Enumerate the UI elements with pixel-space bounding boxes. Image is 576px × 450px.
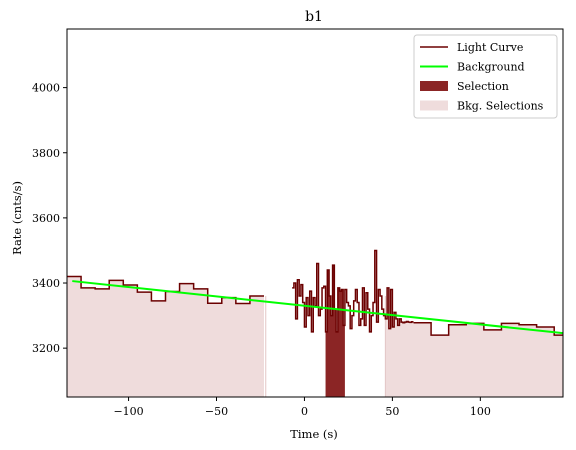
legend-label-bkg_selection: Bkg. Selections — [457, 100, 544, 113]
x-tick-label: 100 — [470, 405, 491, 418]
y-tick-label: 3400 — [32, 277, 60, 290]
light-curve-tail-bins — [413, 321, 563, 336]
legend-label-selection: Selection — [457, 80, 509, 93]
x-axis-ticks: −100 −50 0 50 100 — [113, 397, 491, 418]
x-tick-label: 50 — [385, 405, 399, 418]
bkg-selection-region — [67, 276, 264, 397]
x-tick-label: −100 — [113, 405, 143, 418]
legend: Light Curve Background Selection Bkg. Selec… — [413, 34, 558, 119]
x-tick-label: −50 — [205, 405, 228, 418]
chart-title: b1 — [305, 9, 323, 25]
legend-label-light_curve: Light Curve — [457, 41, 523, 54]
bkg-selection-region — [413, 322, 563, 397]
y-tick-label: 3600 — [32, 212, 60, 225]
legend-swatch-bkg_selection — [420, 100, 448, 111]
plot-frame — [66, 28, 564, 398]
background-layer — [72, 280, 564, 335]
y-tick-label: 3800 — [32, 147, 60, 160]
x-axis-label: Time (s) — [290, 427, 338, 441]
y-axis-ticks: 3200 3400 3600 3800 4000 — [32, 82, 67, 355]
light-curve-fine-bins — [292, 249, 414, 333]
legend-box — [413, 34, 558, 119]
background-fit-line — [72, 280, 564, 335]
x-tick-label: 0 — [301, 405, 308, 418]
legend-swatch-selection — [420, 81, 448, 91]
y-tick-label: 3200 — [32, 342, 60, 355]
y-tick-label: 4000 — [32, 82, 60, 95]
y-axis-label: Rate (cnts/s) — [10, 181, 24, 255]
legend-label-background: Background — [457, 61, 525, 74]
bkg-selection-layer — [67, 276, 563, 397]
